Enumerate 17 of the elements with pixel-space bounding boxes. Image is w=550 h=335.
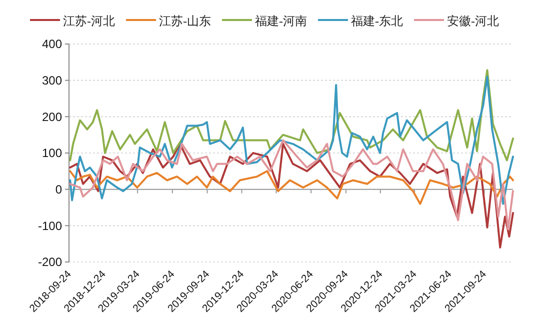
y-tick-label: 200 bbox=[42, 110, 62, 124]
y-tick-label: 100 bbox=[42, 146, 62, 160]
legend-label: 福建-东北 bbox=[351, 14, 403, 28]
line-series bbox=[69, 170, 514, 205]
y-tick-label: 400 bbox=[42, 37, 62, 52]
y-tick-label: -100 bbox=[38, 218, 62, 233]
y-tick-label: 300 bbox=[42, 74, 62, 88]
line-series bbox=[69, 69, 514, 162]
line-series bbox=[69, 142, 514, 248]
legend-label: 安徽-河北 bbox=[447, 14, 499, 28]
legend-label: 福建-河南 bbox=[255, 14, 307, 28]
y-tick-label: 0 bbox=[55, 182, 62, 197]
y-tick-label: -200 bbox=[38, 255, 62, 270]
line-series bbox=[69, 76, 514, 205]
legend-label: 江苏-河北 bbox=[63, 14, 115, 28]
line-series bbox=[69, 139, 514, 230]
legend-label: 江苏-山东 bbox=[159, 14, 211, 28]
